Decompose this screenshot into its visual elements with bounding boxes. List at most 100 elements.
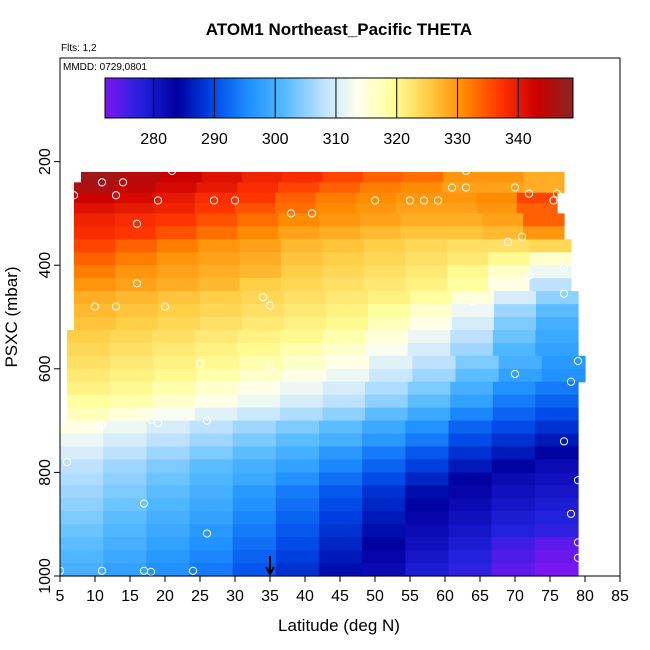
- heatmap-cell: [232, 498, 277, 512]
- heatmap-cell: [239, 278, 282, 292]
- heatmap-cell: [535, 329, 579, 344]
- heatmap-cell: [74, 239, 117, 253]
- heatmap-cell: [491, 485, 536, 499]
- heatmap-cell: [534, 459, 579, 473]
- heatmap-cell: [237, 213, 279, 227]
- observation-point: [146, 567, 156, 576]
- observation-point: [188, 566, 198, 575]
- heatmap-cell: [114, 192, 156, 204]
- heatmap-cell: [196, 182, 238, 194]
- heatmap-cell: [194, 203, 236, 214]
- heatmap-cell: [315, 203, 357, 214]
- heatmap-cell: [319, 213, 361, 227]
- observation-point: [370, 196, 380, 205]
- heatmap-cell: [436, 192, 478, 204]
- heatmap-cell: [146, 472, 191, 486]
- heatmap-cell: [232, 511, 277, 525]
- heatmap-cell: [200, 304, 243, 318]
- heatmap-cell: [405, 278, 448, 292]
- heatmap-cell: [239, 368, 284, 383]
- heatmap-cell: [492, 329, 537, 344]
- heatmap-cell: [146, 459, 191, 473]
- heatmap-cell: [232, 433, 277, 448]
- heatmap-cell: [400, 182, 443, 194]
- heatmap-cell: [242, 304, 285, 318]
- heatmap-cell: [516, 203, 558, 214]
- heatmap-cell: [536, 317, 579, 331]
- observation-point: [111, 191, 121, 200]
- heatmap-cell: [536, 304, 579, 318]
- heatmap-cell: [278, 213, 320, 227]
- heatmap-cell: [412, 368, 457, 383]
- heatmap-cell: [483, 171, 525, 183]
- observation-point: [195, 359, 205, 368]
- observation-points: [55, 166, 583, 576]
- heatmap-cell: [400, 226, 443, 240]
- heatmap-cell: [275, 550, 320, 564]
- heatmap-cell: [189, 472, 234, 486]
- heatmap-cell: [275, 563, 320, 577]
- observation-point: [209, 196, 219, 205]
- heatmap-cell: [156, 278, 199, 292]
- heatmap-cell: [482, 182, 524, 194]
- heatmap-cell: [275, 433, 320, 448]
- heatmap-cell: [158, 304, 201, 318]
- observation-point: [405, 196, 415, 205]
- heatmap-cell: [319, 563, 363, 577]
- colorbar-ticks: 280 290 300 310 320 330 340: [140, 78, 532, 148]
- heatmap-cell: [152, 394, 196, 409]
- observation-point: [97, 178, 107, 187]
- heatmap-cell: [189, 485, 234, 499]
- observation-point: [559, 437, 569, 446]
- heatmap-cell: [60, 446, 104, 461]
- heatmap-cell: [534, 433, 579, 448]
- heatmap-cell: [446, 278, 489, 292]
- heatmap-cell: [405, 446, 450, 461]
- heatmap-cell: [362, 433, 406, 448]
- heatmap-cell: [363, 239, 406, 253]
- heatmap-cell: [242, 171, 283, 183]
- heatmap-cell: [491, 446, 536, 461]
- heatmap-cell: [494, 317, 537, 331]
- heatmap-cell: [315, 192, 357, 204]
- heatmap-cell: [488, 252, 531, 266]
- observation-point: [132, 279, 142, 288]
- heatmap-cell: [152, 381, 196, 396]
- heatmap-cell: [455, 355, 500, 370]
- observation-point: [97, 420, 107, 429]
- heatmap-cell: [492, 342, 537, 357]
- heatmap-cell: [450, 329, 494, 344]
- heatmap-cell: [279, 407, 324, 422]
- observation-point: [566, 509, 576, 518]
- heatmap-cell: [363, 252, 406, 266]
- heatmap-cell: [279, 342, 324, 357]
- heatmap-cell: [189, 524, 234, 538]
- heatmap-cell: [363, 278, 406, 292]
- observation-point: [160, 302, 170, 311]
- heatmap-cell: [232, 472, 277, 486]
- x-tick-label: 80: [576, 588, 594, 605]
- heatmap-cell: [74, 226, 116, 240]
- x-tick-label: 25: [191, 588, 209, 605]
- heatmap-cell: [103, 498, 147, 512]
- heatmap-cell: [534, 498, 579, 512]
- observation-point: [461, 183, 471, 192]
- heatmap-cell: [446, 252, 489, 266]
- heatmap-cell: [410, 291, 453, 305]
- heatmap-cell: [523, 213, 565, 227]
- heatmap-cell: [359, 182, 402, 194]
- heatmap-cell: [322, 171, 364, 183]
- heatmap-cell: [368, 317, 411, 331]
- heatmap-cell: [448, 537, 493, 551]
- heatmap-cell: [232, 485, 277, 499]
- heatmap-cell: [365, 407, 409, 422]
- heatmap-cell: [362, 563, 406, 577]
- flights-note: Flts: 1,2: [61, 43, 97, 54]
- heatmap-cell: [116, 291, 159, 305]
- heatmap-cell: [396, 192, 437, 204]
- heatmap-cell: [362, 446, 406, 461]
- observation-point: [97, 566, 107, 575]
- heatmap-cell: [534, 420, 579, 435]
- heatmap-cell: [450, 407, 494, 422]
- heatmap-cell: [156, 239, 199, 253]
